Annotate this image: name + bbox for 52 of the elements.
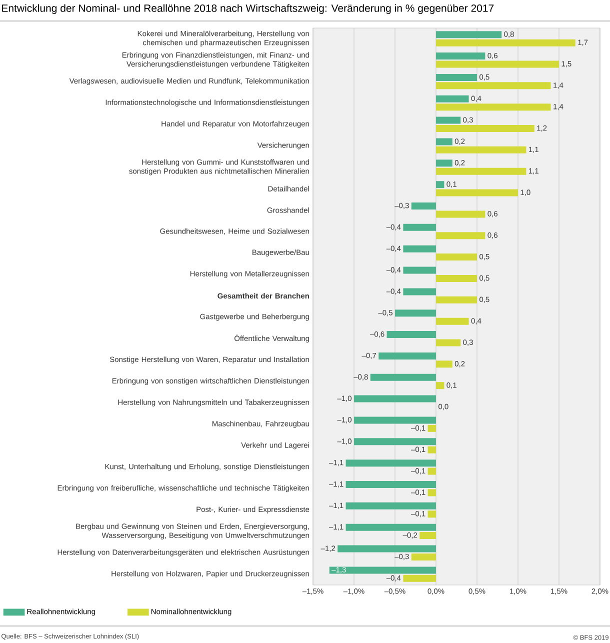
bar <box>436 254 477 261</box>
bar <box>436 104 551 111</box>
bar <box>436 125 534 132</box>
chart-title: Entwicklung der Nominal- und Reallöhne 2018 nach Wirtschaftszweig: Veränderung in % gegenüber 2017 <box>2 4 494 14</box>
bar <box>436 138 452 146</box>
bar <box>436 60 559 68</box>
bar <box>346 460 436 467</box>
bar <box>428 489 436 496</box>
bar <box>403 574 436 582</box>
bar <box>436 52 486 60</box>
bar <box>436 146 526 154</box>
bar <box>338 545 436 552</box>
bar <box>436 274 477 282</box>
bar <box>428 510 436 518</box>
bar <box>436 168 526 175</box>
bar <box>354 438 436 446</box>
bar <box>436 82 551 90</box>
bar <box>436 339 461 346</box>
bar <box>436 296 477 304</box>
bar <box>436 189 518 196</box>
bar <box>403 266 436 274</box>
bar <box>436 31 502 38</box>
bar <box>436 232 486 240</box>
bar <box>394 310 436 317</box>
bar <box>346 481 436 488</box>
bar <box>436 210 486 218</box>
bar <box>354 395 436 402</box>
bar <box>436 181 444 188</box>
bar <box>436 39 576 46</box>
bar <box>370 374 436 381</box>
bar <box>420 532 436 540</box>
bar <box>428 468 436 475</box>
bar <box>403 288 436 296</box>
bar <box>436 360 452 368</box>
bar <box>436 318 469 325</box>
bar <box>329 566 436 574</box>
bar <box>428 424 436 432</box>
bar <box>411 202 436 210</box>
bar <box>436 74 477 81</box>
bar <box>436 160 452 167</box>
bar <box>436 116 461 124</box>
bar <box>346 502 436 510</box>
bar <box>403 245 436 252</box>
bar <box>436 95 469 102</box>
bar <box>403 224 436 231</box>
bar <box>428 446 436 454</box>
bar <box>436 382 444 390</box>
bar <box>378 352 436 360</box>
bar <box>386 331 436 338</box>
bar <box>346 524 436 531</box>
bar <box>411 553 436 560</box>
bar <box>354 416 436 424</box>
